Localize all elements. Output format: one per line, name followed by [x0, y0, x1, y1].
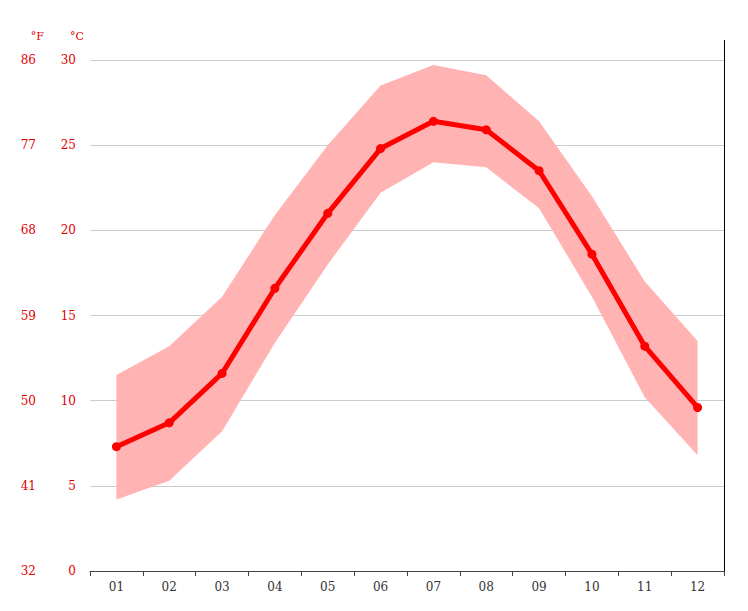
- svg-text:86: 86: [21, 53, 36, 67]
- svg-text:09: 09: [531, 580, 546, 594]
- svg-text:59: 59: [21, 309, 36, 323]
- svg-text:°C: °C: [70, 30, 84, 43]
- svg-text:04: 04: [267, 580, 283, 594]
- svg-text:03: 03: [214, 580, 229, 594]
- svg-text:0: 0: [68, 564, 76, 578]
- svg-text:01: 01: [109, 580, 124, 594]
- svg-text:15: 15: [61, 309, 76, 323]
- svg-text:20: 20: [61, 223, 76, 237]
- svg-text:5: 5: [68, 479, 76, 493]
- svg-text:30: 30: [61, 53, 76, 67]
- svg-text:°F: °F: [31, 30, 45, 43]
- svg-text:12: 12: [690, 580, 705, 594]
- svg-text:11: 11: [637, 580, 652, 594]
- svg-text:32: 32: [21, 564, 36, 578]
- svg-text:06: 06: [373, 580, 388, 594]
- svg-text:10: 10: [584, 580, 599, 594]
- svg-text:41: 41: [21, 479, 36, 493]
- svg-text:02: 02: [162, 580, 177, 594]
- svg-text:05: 05: [320, 580, 335, 594]
- svg-text:07: 07: [426, 580, 441, 594]
- svg-text:77: 77: [21, 138, 36, 152]
- svg-text:68: 68: [21, 223, 36, 237]
- svg-text:25: 25: [61, 138, 76, 152]
- svg-text:08: 08: [479, 580, 494, 594]
- svg-text:50: 50: [21, 394, 36, 408]
- svg-text:10: 10: [61, 394, 76, 408]
